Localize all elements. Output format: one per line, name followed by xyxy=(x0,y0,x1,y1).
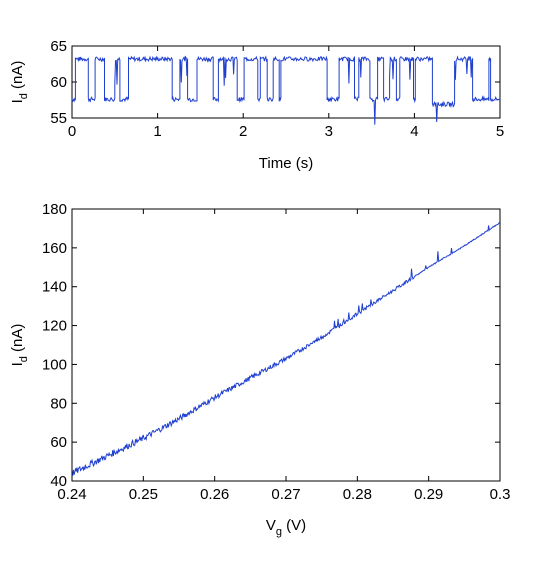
transfer-curve-y-axis-symbol: I xyxy=(9,362,26,366)
transfer-curve-y-tick-label: 40 xyxy=(50,473,67,490)
time-trace-y-tick-label: 65 xyxy=(50,38,67,55)
time-trace-x-tick-label: 2 xyxy=(239,123,247,140)
transfer-curve-chart: 0.24 0.25 0.26 0.27 0.28 0.29 0.3 40 60 80 100 120… xyxy=(9,201,510,538)
transfer-curve-x-tick-label: 0.3 xyxy=(490,486,511,503)
transfer-curve-x-tick-label: 0.27 xyxy=(271,486,300,503)
transfer-curve-x-tick-label: 0.25 xyxy=(129,486,158,503)
transfer-curve-y-tick-label: 160 xyxy=(42,240,67,257)
transfer-curve-y-ticks: 40 60 80 100 120 140 160 180 xyxy=(42,201,500,490)
transfer-curve-x-axis-symbol: V xyxy=(266,517,276,534)
time-trace-x-ticks: 0 1 2 3 4 5 xyxy=(68,46,504,140)
transfer-curve-y-axis-label: Id (nA) xyxy=(9,324,30,367)
time-trace-y-axis-label: Id (nA) xyxy=(9,61,30,104)
time-trace-y-axis-symbol: I xyxy=(9,99,26,103)
transfer-curve-y-axis-unit: (nA) xyxy=(9,324,26,357)
time-trace-y-axis-unit: (nA) xyxy=(9,61,26,94)
time-trace-x-tick-label: 5 xyxy=(496,123,504,140)
transfer-curve-y-tick-label: 60 xyxy=(50,434,67,451)
time-trace-chart: 0 1 2 3 4 5 55 60 65 Time (s) Id (nA) xyxy=(9,38,504,172)
time-trace-y-tick-label: 60 xyxy=(50,74,67,91)
transfer-curve-y-tick-label: 100 xyxy=(42,356,67,373)
transfer-curve-x-axis-label: Vg (V) xyxy=(266,517,306,538)
svg-text:Id (nA): Id (nA) xyxy=(9,324,30,367)
transfer-curve-y-tick-label: 180 xyxy=(42,201,67,218)
svg-text:Id (nA): Id (nA) xyxy=(9,61,30,104)
transfer-curve-x-axis-subscript: g xyxy=(276,526,282,538)
time-trace-x-tick-label: 4 xyxy=(410,123,418,140)
transfer-curve-x-axis-unit: (V) xyxy=(282,517,306,534)
transfer-curve-x-ticks: 0.24 0.25 0.26 0.27 0.28 0.29 0.3 xyxy=(57,209,510,503)
transfer-curve-y-tick-label: 140 xyxy=(42,279,67,296)
time-trace-x-axis-label: Time (s) xyxy=(259,155,313,172)
transfer-curve-y-axis-subscript: d xyxy=(18,356,30,362)
transfer-curve-y-tick-label: 120 xyxy=(42,318,67,335)
transfer-curve-x-tick-label: 0.29 xyxy=(414,486,443,503)
transfer-curve-y-tick-label: 80 xyxy=(50,395,67,412)
time-trace-x-tick-label: 0 xyxy=(68,123,76,140)
time-trace-y-ticks: 55 60 65 xyxy=(50,38,500,127)
time-trace-series-line xyxy=(71,55,501,125)
transfer-curve-x-tick-label: 0.24 xyxy=(57,486,86,503)
time-trace-y-tick-label: 55 xyxy=(50,110,67,127)
time-trace-x-tick-label: 1 xyxy=(153,123,161,140)
transfer-curve-series-line xyxy=(71,221,501,477)
transfer-curve-x-tick-label: 0.28 xyxy=(343,486,372,503)
transfer-curve-x-tick-label: 0.26 xyxy=(200,486,229,503)
time-trace-y-axis-subscript: d xyxy=(18,93,30,99)
time-trace-x-tick-label: 3 xyxy=(325,123,333,140)
